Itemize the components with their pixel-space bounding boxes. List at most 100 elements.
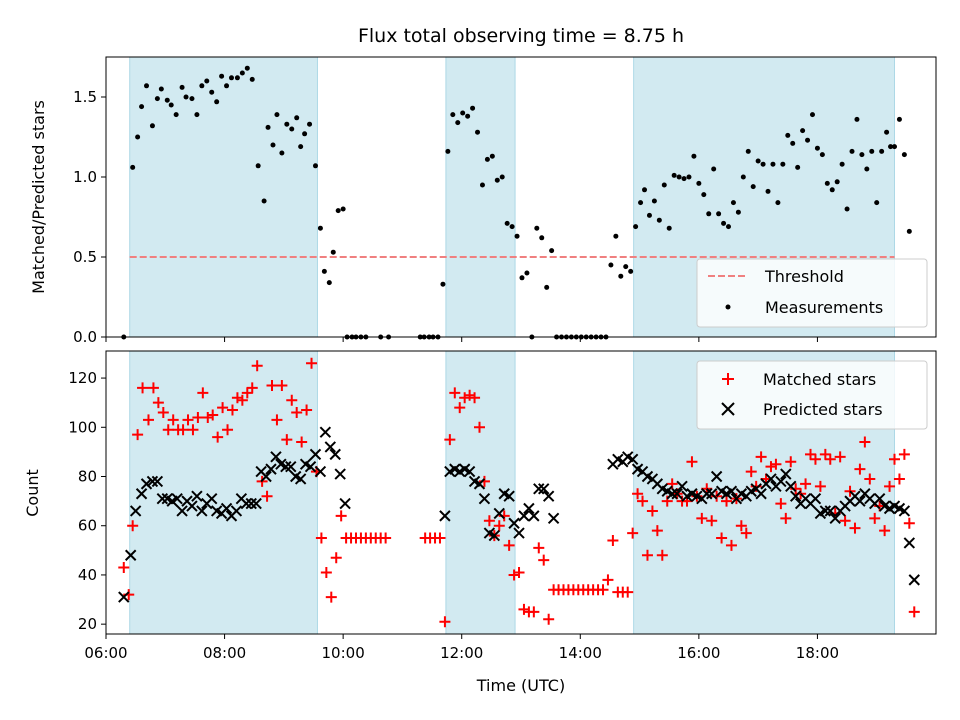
measurement-point-136: [829, 187, 835, 193]
predicted-star-point-61: [518, 510, 530, 522]
predicted-star-point-30: [270, 451, 282, 463]
predicted-star-point-112: [824, 505, 836, 517]
matched-star-point-97: [632, 488, 644, 500]
matched-star-point-32: [276, 379, 288, 391]
matched-star-point-132: [805, 448, 817, 460]
measurement-point-57: [440, 281, 446, 287]
measurement-point-33: [289, 126, 295, 132]
top-y-axis-label: Matched/Predicted stars: [29, 100, 48, 294]
x-axis-label: Time (UTC): [476, 676, 565, 695]
predicted-star-point-103: [780, 468, 792, 480]
predicted-star-point-102: [775, 475, 787, 488]
measurement-point-76: [534, 225, 540, 231]
measurement-point-11: [179, 84, 185, 90]
measurement-point-39: [317, 225, 323, 231]
matched-star-point-22: [226, 404, 238, 416]
predicted-star-point-64: [533, 483, 545, 495]
predicted-star-point-104: [785, 480, 797, 493]
bottom-y-tick-label-4: 100: [68, 418, 97, 436]
measurement-point-138: [839, 161, 845, 167]
predicted-star-point-52: [473, 478, 486, 490]
observing-window-bottom-0: [129, 350, 318, 635]
matched-star-point-76: [528, 606, 540, 618]
measurement-point-129: [795, 164, 801, 170]
predicted-star-point-67: [547, 512, 560, 525]
measurement-point-107: [686, 174, 692, 180]
measurement-point-78: [544, 284, 550, 290]
measurement-point-113: [716, 211, 722, 217]
matched-star-point-34: [286, 394, 298, 406]
matched-star-point-9: [162, 424, 174, 436]
measurement-point-141: [854, 116, 860, 122]
measurement-point-27: [261, 198, 267, 204]
legend-measurements-swatch: [725, 304, 731, 310]
observing-window-top-0: [129, 56, 318, 338]
measurement-point-119: [745, 148, 751, 154]
matched-star-point-112: [706, 515, 718, 527]
matched-star-point-131: [800, 478, 812, 490]
chart-title: Flux total observing time = 8.75 h: [358, 25, 684, 47]
measurement-point-145: [874, 200, 880, 206]
matched-star-point-102: [656, 549, 668, 561]
predicted-star-point-17: [206, 492, 218, 505]
measurement-point-121: [755, 158, 761, 164]
matched-star-point-124: [765, 461, 777, 473]
measurement-point-99: [646, 212, 652, 218]
top-y-tick-label-1: 0.5: [73, 248, 97, 266]
matched-star-point-59: [444, 434, 456, 446]
matched-star-point-122: [755, 451, 767, 463]
matched-star-point-64: [469, 392, 481, 404]
measurement-point-28: [265, 124, 271, 130]
measurement-point-29: [270, 142, 276, 148]
matched-star-point-135: [819, 448, 831, 460]
matched-star-point-63: [464, 389, 476, 401]
matched-star-point-37: [301, 404, 313, 416]
measurement-point-123: [765, 188, 771, 194]
measurement-point-152: [906, 228, 912, 234]
predicted-star-point-50: [463, 465, 476, 478]
matched-star-point-127: [780, 512, 792, 524]
measurement-point-13: [189, 96, 195, 102]
matched-star-point-44: [335, 510, 347, 522]
matched-star-point-114: [716, 532, 728, 544]
predicted-star-point-11: [176, 505, 188, 517]
legend-measurements-label: Measurements: [765, 298, 883, 317]
measurement-point-149: [892, 144, 897, 150]
measurement-point-120: [750, 184, 756, 190]
predicted-star-point-28: [260, 470, 272, 483]
x-tick-label-1: 08:00: [203, 644, 246, 662]
legend-matched-label: Matched stars: [763, 370, 876, 389]
matched-star-point-110: [696, 512, 708, 524]
matched-star-point-5: [142, 414, 154, 426]
measurement-point-143: [864, 166, 870, 172]
matched-star-point-0: [118, 562, 130, 574]
matched-star-point-10: [167, 414, 179, 426]
matched-star-point-152: [903, 517, 915, 529]
matched-star-point-141: [849, 522, 861, 534]
matched-star-point-149: [889, 453, 900, 465]
measurement-point-10: [173, 112, 179, 118]
predicted-star-point-24: [240, 497, 253, 510]
matched-star-point-58: [439, 616, 451, 628]
top-y-tick-label-3: 1.5: [73, 88, 97, 106]
measurement-point-37: [307, 121, 313, 127]
measurement-point-126: [780, 161, 786, 167]
matched-star-point-74: [518, 603, 530, 615]
predicted-star-point-118: [854, 495, 866, 507]
predicted-star-point-109: [809, 492, 822, 505]
measurement-point-151: [901, 152, 907, 158]
predicted-star-point-7: [156, 492, 169, 505]
measurement-point-43: [335, 208, 341, 214]
predicted-star-point-43: [334, 468, 346, 480]
matched-star-point-3: [132, 429, 144, 441]
predicted-star-point-82: [676, 480, 688, 493]
measurement-point-117: [735, 209, 741, 215]
measurement-point-12: [183, 94, 189, 100]
predicted-star-point-5: [146, 475, 159, 488]
x-tick-label-2: 10:00: [322, 644, 365, 662]
matched-star-point-143: [859, 436, 871, 448]
predicted-star-point-129: [908, 574, 920, 586]
matched-star-point-136: [824, 453, 836, 465]
matched-star-point-101: [651, 525, 663, 537]
predicted-star-point-6: [151, 475, 164, 488]
